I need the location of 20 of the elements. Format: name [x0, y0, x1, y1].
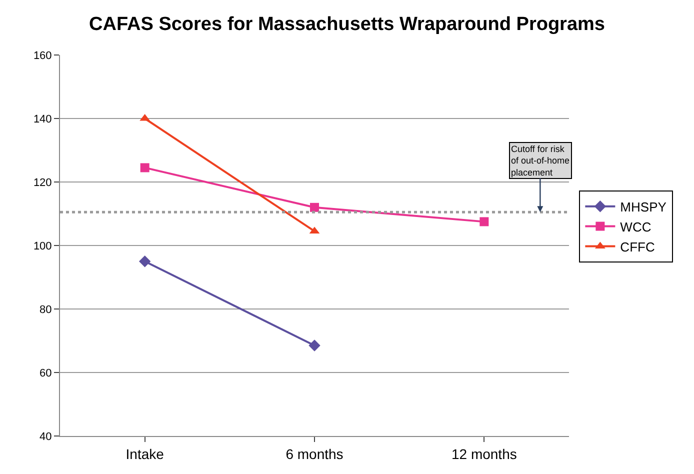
- y-tick-label: 160: [33, 50, 52, 62]
- x-tick-label: 6 months: [286, 446, 344, 462]
- legend-label: MHSPY: [620, 199, 667, 214]
- y-tick-label: 100: [33, 240, 52, 252]
- y-tick-label: 140: [33, 113, 52, 126]
- y-tick-label: 80: [40, 304, 52, 316]
- y-tick-label: 60: [40, 367, 52, 380]
- x-tick-label: 12 months: [451, 446, 517, 462]
- y-tick-label: 40: [40, 430, 52, 443]
- legend-label: CFFC: [620, 239, 655, 254]
- annotation: Cutoff for risk of out-of-home placement: [511, 144, 570, 178]
- chart-title: CAFAS Scores for Massachusetts Wraparound Programs: [89, 14, 605, 35]
- y-tick-label: 120: [33, 176, 52, 189]
- point: [138, 256, 151, 268]
- point: [140, 163, 150, 172]
- legend-label: WCC: [620, 219, 652, 234]
- point: [310, 202, 319, 212]
- point: [480, 217, 489, 226]
- point: [308, 340, 320, 352]
- x-tick-label: Intake: [126, 446, 164, 462]
